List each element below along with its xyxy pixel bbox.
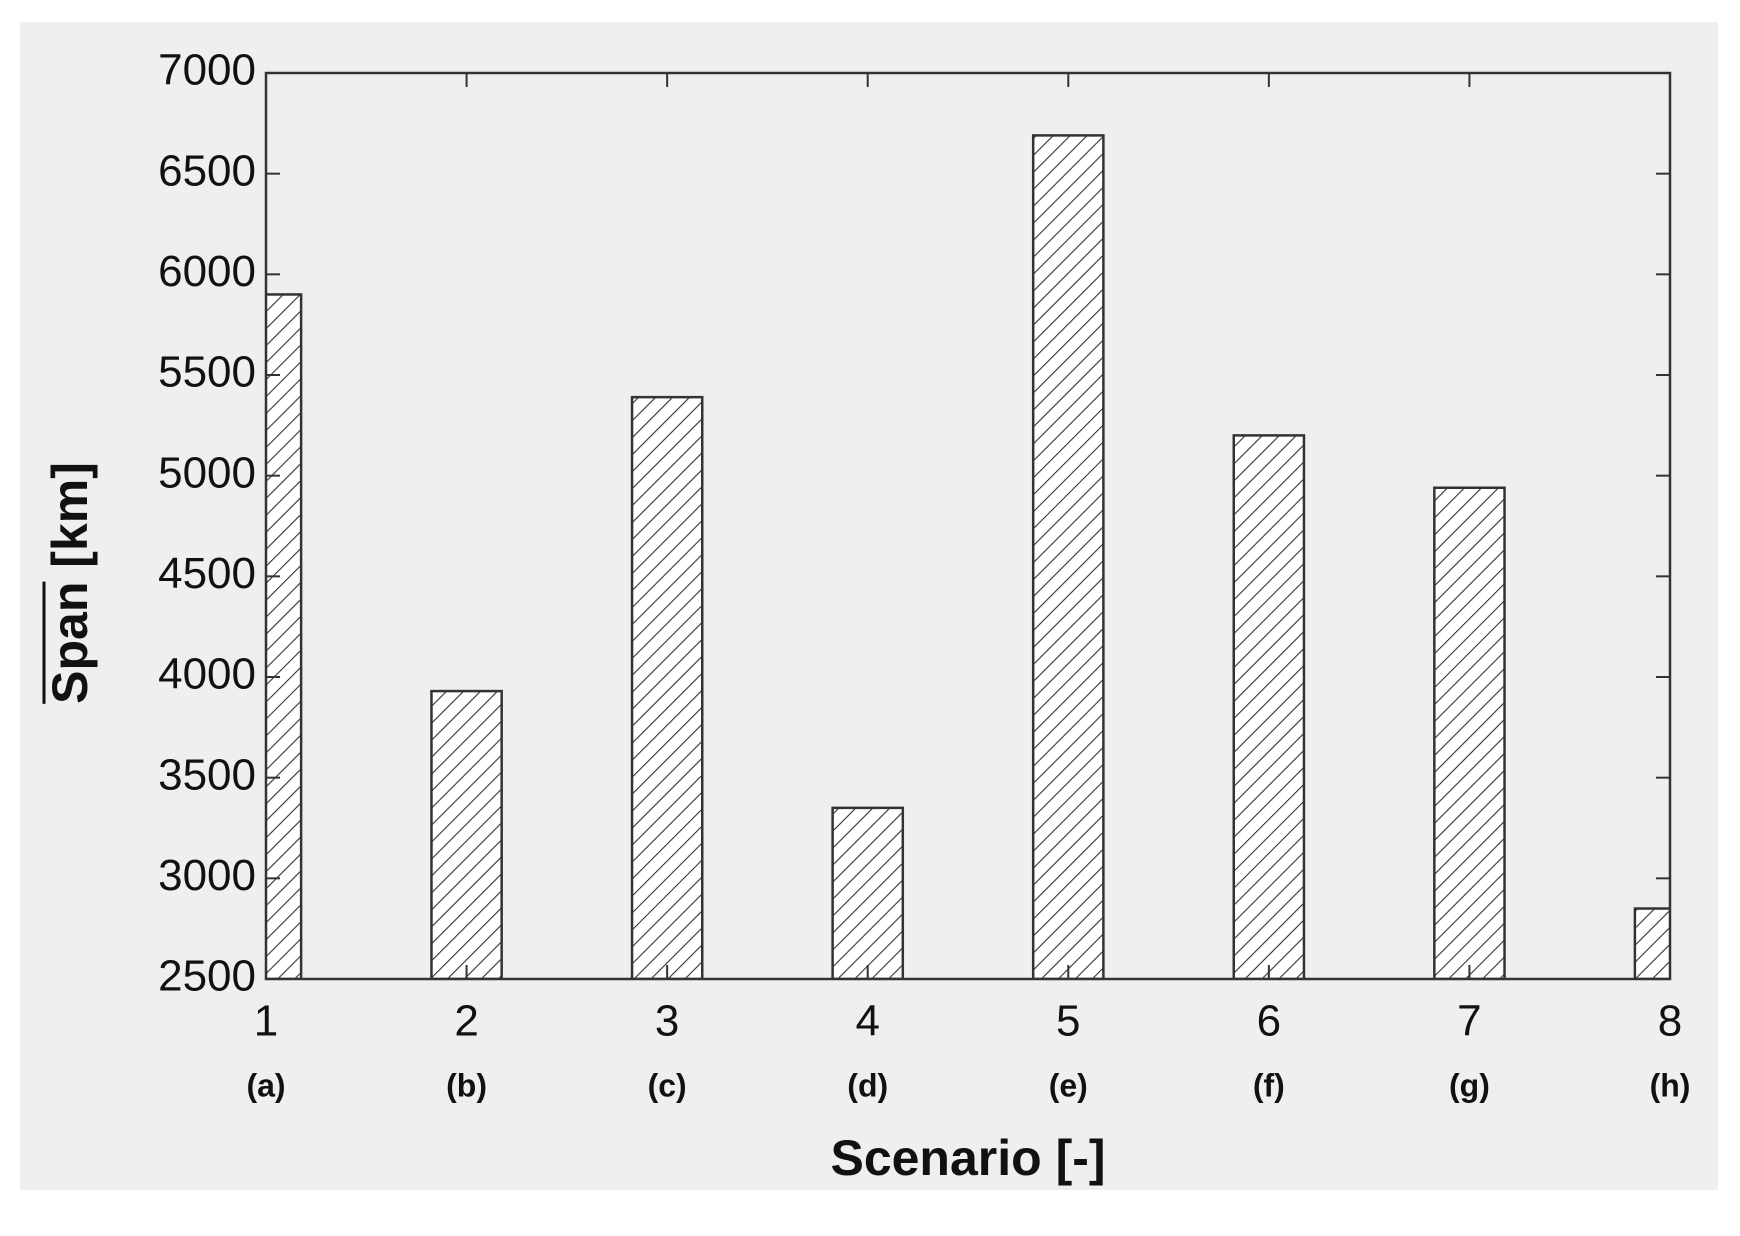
- bar: [430, 689, 503, 979]
- x-sublabel: (a): [246, 1067, 285, 1103]
- y-tick-label: 3000: [158, 851, 256, 900]
- bar: [1031, 134, 1105, 979]
- x-tick-label: 1: [254, 997, 278, 1046]
- bar: [831, 806, 905, 979]
- y-tick-label: 6000: [158, 247, 256, 296]
- y-tick-label: 4000: [158, 650, 256, 699]
- x-sublabel: (h): [1650, 1067, 1691, 1103]
- y-tick-label: 4500: [158, 549, 256, 598]
- x-tick-label: 3: [655, 997, 679, 1046]
- x-tick-label: 7: [1457, 997, 1481, 1046]
- bar: [630, 395, 704, 979]
- x-sublabel: (e): [1049, 1067, 1088, 1103]
- plot-frame: [264, 71, 1672, 981]
- bars: [266, 134, 1670, 979]
- x-tick-label: 4: [855, 997, 879, 1046]
- y-tick-label: 2500: [158, 952, 256, 1001]
- x-axis-title: Scenario [-]: [830, 1130, 1105, 1186]
- x-sublabel: (g): [1449, 1067, 1490, 1103]
- x-tick-label: 6: [1257, 997, 1281, 1046]
- bar: [1433, 486, 1506, 979]
- y-tick-label: 6500: [158, 146, 256, 195]
- x-tick-label: 2: [454, 997, 478, 1046]
- y-axis-title: Span [km]: [42, 462, 98, 704]
- y-tick-label: 5000: [158, 448, 256, 497]
- x-tick-label: 8: [1658, 997, 1682, 1046]
- x-sublabel: (d): [847, 1067, 888, 1103]
- y-tick-label: 5500: [158, 348, 256, 397]
- x-sublabel: (c): [648, 1067, 687, 1103]
- bar: [1633, 907, 1670, 979]
- y-tick-label: 7000: [158, 46, 256, 95]
- bar: [1232, 434, 1306, 979]
- x-sublabel: (f): [1253, 1067, 1285, 1103]
- x-tick-label: 5: [1056, 997, 1080, 1046]
- x-sublabel: (b): [446, 1067, 487, 1103]
- bar: [266, 293, 303, 979]
- y-tick-label: 3500: [158, 750, 256, 799]
